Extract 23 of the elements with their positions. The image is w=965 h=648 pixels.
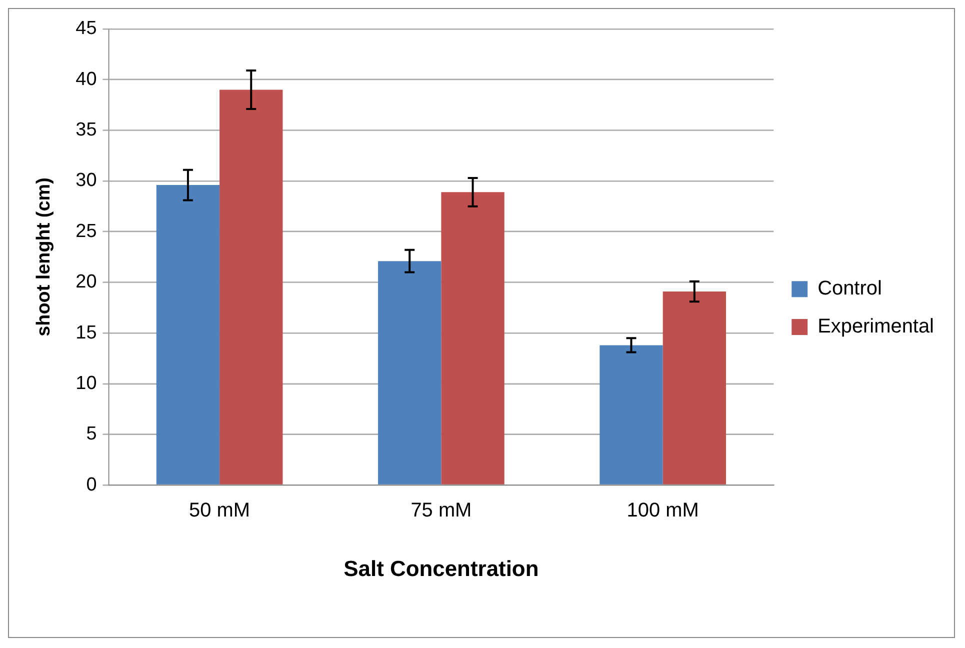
x-tick-label: 100 mM <box>626 500 699 522</box>
legend-label: Control <box>818 278 882 300</box>
x-tick-label: 75 mM <box>410 500 472 522</box>
y-tick-label: 5 <box>86 424 97 445</box>
y-tick-label: 25 <box>76 220 97 242</box>
y-tick-label: 45 <box>76 18 97 40</box>
bar <box>600 345 663 484</box>
bar <box>441 192 504 484</box>
y-tick-label: 35 <box>76 120 97 141</box>
y-tick-label: 40 <box>76 68 97 90</box>
y-tick-label: 15 <box>76 322 97 344</box>
y-tick-label: 30 <box>76 170 97 192</box>
y-tick-label: 20 <box>76 272 97 293</box>
x-axis-title: Salt Concentration <box>344 556 539 582</box>
y-tick-label: 0 <box>86 474 97 496</box>
bar <box>220 90 283 484</box>
y-axis-title: shoot lenght (cm) <box>34 178 55 336</box>
bar <box>156 185 220 484</box>
bar <box>378 261 442 484</box>
x-tick-label: 50 mM <box>189 500 250 522</box>
bar <box>662 291 726 484</box>
y-tick-label: 10 <box>76 372 97 394</box>
legend-label: Experimental <box>818 315 934 338</box>
